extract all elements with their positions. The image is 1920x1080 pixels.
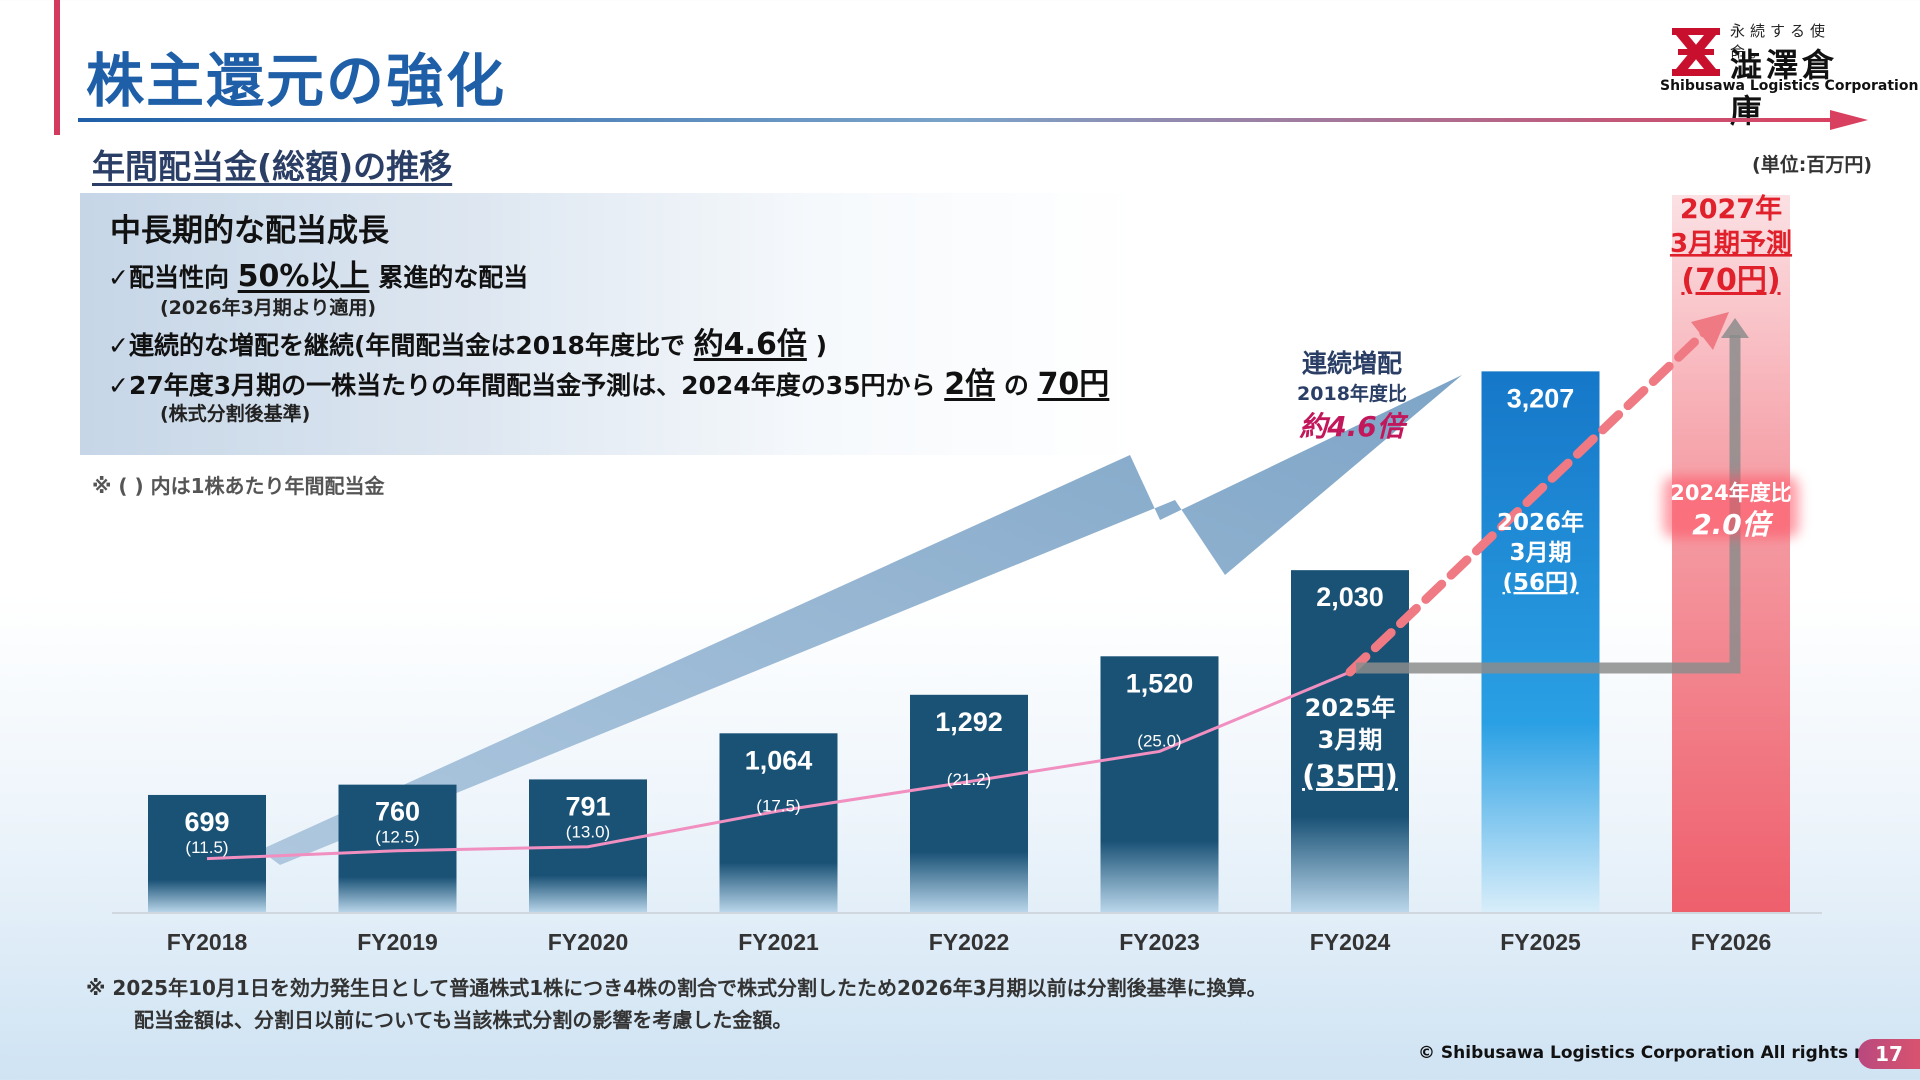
info-text: ): [815, 331, 827, 360]
fy2025-dividend-label: (56円): [1502, 570, 1578, 596]
x-tick-label: FY2019: [357, 929, 438, 955]
fy2025-period-label: 3月期: [1509, 540, 1571, 566]
bar-fy2022: [910, 694, 1028, 913]
comparison-arrowhead: [1721, 318, 1749, 338]
copyright: © Shibusawa Logistics Corporation All ri…: [1418, 1043, 1920, 1063]
info-heading: 中長期的な配当成長: [110, 213, 389, 249]
growth-callout-value: 約4.6倍: [1299, 410, 1409, 443]
per-share-note: ※ ( ) 内は1株あたり年間配当金: [92, 474, 385, 498]
per-share-label: (17.5): [756, 796, 800, 815]
x-tick-label: FY2025: [1500, 929, 1581, 955]
fy2026-year-label: 2027年: [1680, 193, 1782, 225]
bar-fy2021: [719, 733, 838, 913]
per-share-label: (21.2): [947, 770, 991, 789]
info-note-split: (株式分割後基準): [160, 403, 311, 425]
per-share-label: (12.5): [375, 828, 419, 847]
logo-name: 澁澤倉庫: [1730, 46, 1839, 130]
fy2025-year-label: 2026年: [1497, 509, 1584, 536]
company-logo: 永続する使命。 澁澤倉庫 Shibusawa Logistics Corpora…: [1660, 18, 1918, 130]
bar-fy2023: [1100, 656, 1219, 913]
x-tick-label: FY2023: [1119, 929, 1200, 955]
per-share-line: [206, 670, 1351, 861]
info-line-growth: ✓連続的な増配を継続(年間配当金は2018年度比で 約4.6倍 ): [108, 319, 827, 363]
x-tick-label: FY2024: [1310, 929, 1391, 955]
bar-value-label: 1,064: [745, 745, 813, 775]
forecast-dashed-line: [1345, 325, 1712, 677]
logo-mark-icon: [1672, 28, 1720, 76]
fy2026-period-label: 3月期予測: [1670, 229, 1792, 259]
bar-value-label: 791: [565, 791, 610, 821]
info-highlight: 70円: [1037, 367, 1110, 402]
ratio-callout-sub: 2024年度比: [1670, 481, 1791, 505]
page-title: 株主還元の強化: [86, 47, 507, 115]
footnote-split: ※ 2025年10月1日を効力発生日として普通株式1株につき4株の割合で株式分割…: [86, 976, 1267, 1000]
page-number: 17: [1858, 1039, 1920, 1069]
bar-value-label: 1,520: [1126, 668, 1194, 698]
per-share-label: (11.5): [185, 838, 228, 857]
forecast-arrowhead: [1691, 312, 1729, 350]
section-subtitle: 年間配当金(総額)の推移: [92, 147, 453, 186]
bar-value-label: 3,207: [1507, 383, 1575, 413]
bar-fy2024: [1291, 570, 1409, 913]
bar-fy2018: [148, 794, 266, 913]
logo-slogan: 永続する使命。: [1730, 22, 1831, 61]
info-highlight: 約4.6倍: [693, 327, 807, 362]
fy2024-dividend-label: (35円): [1302, 759, 1398, 793]
info-highlight: 2倍: [944, 367, 996, 402]
bar-value-label: 2,030: [1316, 582, 1384, 612]
ratio-callout-glow: [1663, 476, 1799, 538]
x-tick-label: FY2018: [167, 929, 248, 955]
growth-arrow: [260, 375, 1462, 865]
unit-label: (単位:百万円): [1752, 154, 1872, 176]
ratio-callout-value: 2.0倍: [1692, 508, 1774, 541]
x-tick-label: FY2021: [738, 929, 819, 955]
growth-callout-title: 連続増配: [1302, 349, 1402, 378]
bar-value-label: 1,292: [935, 707, 1003, 737]
x-tick-label: FY2022: [929, 929, 1010, 955]
info-highlight: 50%以上: [237, 259, 370, 294]
fy2026-dividend-label: (70円): [1681, 263, 1780, 298]
footnote-amount: 配当金額は、分割日以前についても当該株式分割の影響を考慮した金額。: [134, 1008, 793, 1032]
info-note-apply: (2026年3月期より適用): [160, 297, 377, 319]
bar-value-label: 699: [184, 807, 229, 837]
bar-fy2025: [1481, 371, 1600, 914]
info-box: 中長期的な配当成長 ✓配当性向 50%以上 累進的な配当 (2026年3月期より…: [80, 193, 1140, 455]
info-text: の: [1003, 371, 1029, 400]
info-text: ✓連続的な増配を継続(年間配当金は2018年度比で: [108, 331, 685, 360]
bar-value-label: 760: [375, 797, 420, 827]
x-tick-label: FY2020: [548, 929, 629, 955]
per-share-label: (25.0): [1137, 731, 1181, 750]
info-text: 累進的な配当: [378, 263, 529, 292]
info-line-forecast: ✓27年度3月期の一株当たりの年間配当金予測は、2024年度の35円から 2倍 …: [108, 359, 1109, 403]
x-tick-label: FY2026: [1691, 929, 1772, 955]
info-text: ✓27年度3月期の一株当たりの年間配当金予測は、2024年度の35円から: [108, 371, 936, 400]
info-line-payout: ✓配当性向 50%以上 累進的な配当: [108, 251, 528, 295]
accent-bar: [54, 0, 60, 135]
per-share-label: (13.0): [566, 822, 610, 841]
title-arrow-rule: [78, 110, 1868, 130]
fy2024-year-label: 2025年: [1305, 694, 1396, 722]
comparison-elbow-arrow: [1356, 335, 1741, 674]
fy2024-period-label: 3月期: [1318, 726, 1383, 754]
info-text: ✓配当性向: [108, 263, 229, 292]
logo-english-name: Shibusawa Logistics Corporation: [1660, 78, 1919, 94]
growth-callout-sub: 2018年度比: [1297, 382, 1407, 405]
